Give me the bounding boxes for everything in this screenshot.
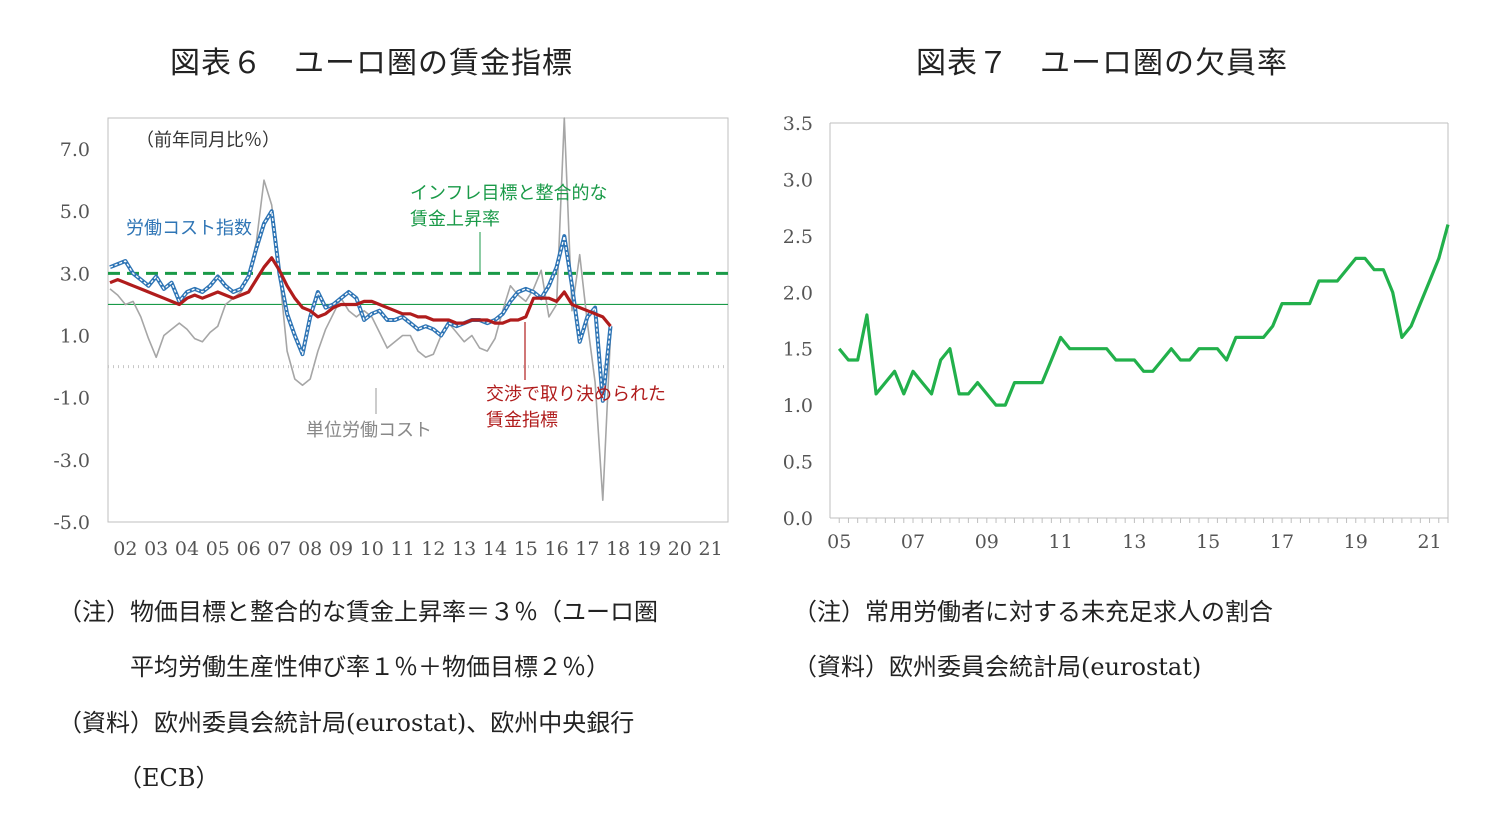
figure-7-note-1: （注）常用労働者に対する未充足求人の割合: [793, 598, 1273, 626]
x-tick-label: 11: [1049, 531, 1073, 553]
y-tick-label: -5.0: [53, 512, 90, 534]
x-tick-label: 14: [483, 538, 507, 560]
x-tick-label: 07: [267, 538, 291, 560]
x-tick-label: 13: [452, 538, 476, 560]
x-tick-label: 17: [575, 538, 599, 560]
x-tick-label: 15: [514, 538, 538, 560]
figure-7-source-1: （資料）欧州委員会統計局(eurostat): [793, 653, 1202, 681]
figure-7-panel: 図表７ ユーロ圏の欠員率 3.5 3.0 2.5 2.0 1.5 1.0 0.5 0.0 05 0…: [755, 0, 1510, 829]
figure-6-source-2: （ECB）: [58, 764, 220, 792]
x-tick-label: 15: [1196, 531, 1220, 553]
x-tick-label: 08: [298, 538, 322, 560]
series-labour-cost-outline: [109, 209, 613, 403]
x-tick-label: 21: [1417, 531, 1441, 553]
x-tick-label: 17: [1270, 531, 1294, 553]
legend-label-wage-1: 交渉で取り決められた: [486, 384, 666, 405]
legend-label-target-2: 賃金上昇率: [410, 209, 500, 230]
figure-6-title: 図表６ ユーロ圏の賃金指標: [170, 46, 573, 81]
figure-6-note-2: 平均労働生産性伸び率１％＋物価目標２％）: [58, 653, 610, 681]
x-tick-label: 09: [329, 538, 353, 560]
x-tick-label: 18: [606, 538, 630, 560]
y-tick-label: 1.0: [60, 326, 90, 348]
y-tick-label: 5.0: [60, 201, 90, 223]
x-tick-label: 11: [391, 538, 415, 560]
y-tick-label: 2.0: [783, 282, 813, 304]
series-vacancy-line: [837, 224, 1450, 407]
y-tick-label: 1.0: [783, 395, 813, 417]
y-tick-label: 7.0: [60, 139, 90, 161]
x-tick-label: 21: [699, 538, 723, 560]
y-tick-label: 0.5: [783, 452, 813, 474]
x-tick-label: 20: [668, 538, 692, 560]
y-tick-label: -1.0: [53, 388, 90, 410]
x-tick-label: 12: [421, 538, 445, 560]
figure-7-chart: 3.5 3.0 2.5 2.0 1.5 1.0 0.5 0.0 05 07 09 11 13 15 17 19…: [783, 113, 1450, 553]
y-tick-label: 0.0: [783, 508, 813, 530]
figure-6-note-1: （注）物価目標と整合的な賃金上昇率＝３％（ユーロ圏: [58, 598, 658, 626]
y-tick-label: -3.0: [53, 450, 90, 472]
x-tick-label: 10: [360, 538, 384, 560]
y-tick-label: 2.5: [783, 226, 813, 248]
x-tick-label: 04: [175, 538, 199, 560]
x-tick-label: 07: [901, 531, 925, 553]
legend-label-target-1: インフレ目標と整合的な: [410, 183, 607, 204]
x-tick-label: 02: [113, 538, 137, 560]
y-tick-label: 3.5: [783, 113, 813, 135]
x-tick-label: 13: [1122, 531, 1146, 553]
legend-label-wage-2: 賃金指標: [486, 410, 558, 431]
x-tick-label: 05: [827, 531, 851, 553]
figure-6-chart: 7.0 5.0 3.0 1.0 -1.0 -3.0 -5.0 02 03 04 05 06 07 08 09…: [53, 117, 729, 560]
plot-area-frame: [107, 117, 729, 523]
x-tick-label: 05: [206, 538, 230, 560]
x-tick-label: 06: [237, 538, 261, 560]
y-tick-label: 3.0: [783, 169, 813, 191]
x-tick-label: 19: [1344, 531, 1368, 553]
figure-6-source-1: （資料）欧州委員会統計局(eurostat)、欧州中央銀行: [58, 709, 635, 737]
x-tick-label: 16: [545, 538, 569, 560]
x-tick-label: 03: [144, 538, 168, 560]
legend-label-unit-labour-cost: 単位労働コスト: [306, 420, 432, 441]
series-labour-cost-inner: [109, 210, 612, 402]
figure-6-panel: 図表６ ユーロ圏の賃金指標 7.0 5.0 3.0 1.0 -1.0 -3.0 -5.0 02…: [0, 0, 750, 829]
y-tick-label: 1.5: [783, 339, 813, 361]
y-tick-label: 3.0: [60, 263, 90, 285]
y-unit-label: （前年同月比％）: [136, 130, 280, 151]
legend-label-labour-cost: 労働コスト指数: [126, 218, 252, 239]
figure-7-title: 図表７ ユーロ圏の欠員率: [916, 46, 1288, 81]
x-tick-label: 09: [975, 531, 999, 553]
series-wage-line: [109, 256, 612, 328]
x-tick-label: 19: [637, 538, 661, 560]
